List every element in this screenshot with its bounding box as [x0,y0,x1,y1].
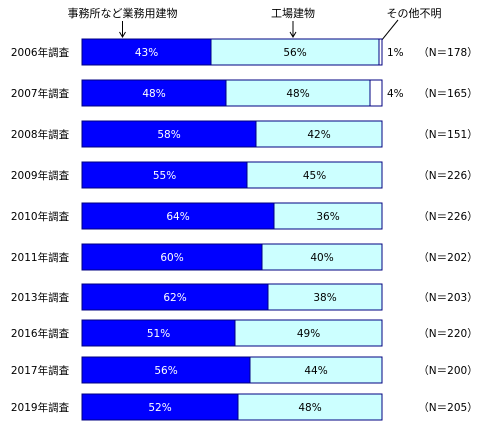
category-label: 2011年調査 [11,251,70,264]
data-label-business: 60% [160,252,183,264]
data-label-factory: 56% [283,47,306,59]
data-label-business: 64% [166,211,189,223]
bar-segment-business [81,161,248,189]
chart-row: 2006年調査 43% 56% 1% （N＝178） [11,38,478,66]
chart-row: 2011年調査 60% 40% （N＝202） [11,243,478,271]
chart-row: 2019年調査 52% 48% （N＝205） [11,393,478,421]
legend-label: 事務所など業務用建物 [68,6,178,20]
bar-segment-factory [234,319,383,347]
sample-size-label: （N＝202） [418,252,477,264]
category-label: 2009年調査 [11,169,70,182]
data-label-business: 55% [153,170,176,182]
category-label: 2006年調査 [11,46,70,59]
chart-rows: 2006年調査 43% 56% 1% （N＝178） 2007年調査 48% 48% 4% （N＝… [11,38,478,421]
data-label-business: 48% [142,88,165,100]
data-label-factory: 48% [298,402,321,414]
data-label-business: 58% [157,129,180,141]
sample-size-label: （N＝165） [418,88,477,100]
data-label-business: 52% [148,402,171,414]
legend-item: 工場建物 [271,6,315,38]
bar-segment-factory [273,202,383,230]
data-label-factory: 49% [297,328,320,340]
legend-label: 工場建物 [271,6,315,20]
data-label-factory: 45% [303,170,326,182]
data-label-other: 4% [387,88,404,100]
bar-segment-factory [267,283,383,311]
bar-segment-factory [261,243,383,271]
chart-row: 2007年調査 48% 48% 4% （N＝165） [11,79,478,107]
data-label-factory: 44% [304,365,327,377]
bar-segment-business [81,202,275,230]
sample-size-label: （N＝200） [418,365,477,377]
bar-segment-factory [210,38,380,66]
bar-segment-factory [246,161,383,189]
legend-arrow-line [380,19,399,42]
category-label: 2007年調査 [11,87,70,100]
chart-row: 2010年調査 64% 36% （N＝226） [11,202,478,230]
data-label-factory: 38% [313,292,336,304]
chart-row: 2008年調査 58% 42% （N＝151） [11,120,478,148]
bar-segment-business [81,283,269,311]
data-label-other: 1% [387,47,404,59]
sample-size-label: （N＝226） [418,211,477,223]
data-label-business: 51% [147,328,170,340]
chart-row: 2017年調査 56% 44% （N＝200） [11,356,478,384]
sample-size-label: （N＝220） [418,328,477,340]
data-label-factory: 40% [310,252,333,264]
chart-row: 2016年調査 51% 49% （N＝220） [11,319,478,347]
bar-segment-business [81,393,239,421]
data-label-business: 56% [154,365,177,377]
data-label-factory: 48% [286,88,309,100]
sample-size-label: （N＝203） [418,292,477,304]
chart-row: 2009年調査 55% 45% （N＝226） [11,161,478,189]
data-label-business: 62% [163,292,186,304]
data-label-business: 43% [135,47,158,59]
category-label: 2013年調査 [11,291,70,304]
legend-arrowhead [119,31,126,38]
sample-size-label: （N＝178） [418,47,477,59]
bar-segment-factory [249,356,383,384]
bar-segment-business [81,38,212,66]
bar-segment-factory [225,79,371,107]
bar-segment-factory [237,393,383,421]
bar-segment-business [81,356,251,384]
bar-segment-other [369,79,383,107]
category-label: 2008年調査 [11,128,70,141]
category-label: 2010年調査 [11,210,70,223]
chart-row: 2013年調査 62% 38% （N＝203） [11,283,478,311]
legend-label: その他不明 [387,7,442,20]
sample-size-label: （N＝151） [418,129,477,141]
legend-arrowhead [289,31,297,38]
bar-segment-factory [255,120,383,148]
legend-item: その他不明 [380,7,442,42]
category-label: 2016年調査 [11,327,70,340]
sample-size-label: （N＝205） [418,402,477,414]
category-label: 2017年調査 [11,364,70,377]
category-label: 2019年調査 [11,401,70,414]
data-label-factory: 42% [307,129,330,141]
legend: 事務所など業務用建物 工場建物 その他不明 [68,6,442,42]
bar-segment-other [378,38,383,66]
data-label-factory: 36% [316,211,339,223]
sample-size-label: （N＝226） [418,170,477,182]
legend-item: 事務所など業務用建物 [68,6,178,38]
